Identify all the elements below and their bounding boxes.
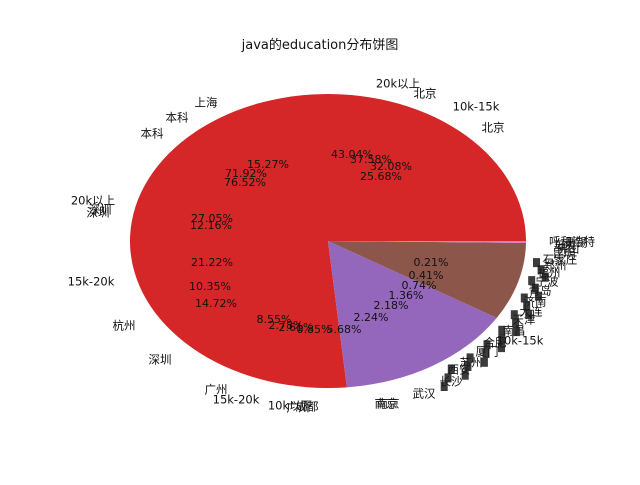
slice-percent-label: 76.52%: [224, 176, 266, 189]
slice-percent-label: 14.72%: [195, 297, 237, 310]
overlapping-label-glyph: [510, 310, 518, 320]
overlapping-label-glyph: [520, 293, 528, 303]
slice-label: 郑州: [544, 259, 567, 273]
slice-label: 北京: [482, 121, 505, 135]
overlapping-label-glyph: [525, 309, 533, 319]
overlapping-label-glyph: [498, 334, 506, 344]
slice-label: 15k-20k: [68, 275, 115, 289]
overlapping-label-glyph: [512, 318, 520, 328]
slice-label: 广州: [205, 383, 228, 397]
slice-percent-label: 32.08%: [370, 160, 412, 173]
slice-label: 深圳: [149, 353, 172, 367]
slice-percent-label: 37.58%: [350, 153, 392, 166]
overlapping-label-glyph: [464, 362, 472, 371]
slice-percent-label: 0.41%: [409, 269, 444, 282]
slice-label: 10k以下: [268, 399, 312, 413]
pie-slice: [328, 241, 526, 243]
overlapping-label-glyph: [440, 382, 448, 391]
overlapping-label-glyph: [528, 276, 536, 286]
slice-percent-label: 0.85%: [297, 323, 332, 336]
overlapping-label-glyph: [537, 265, 545, 275]
slice-percent-label: 71.92%: [225, 167, 267, 180]
slice-label: 石家庄: [543, 253, 578, 267]
slice-label: 深圳: [87, 206, 110, 220]
overlapping-label-glyph: [523, 301, 531, 311]
slice-label: 杭州: [113, 319, 136, 333]
slice-percent-label: 2.24%: [354, 311, 389, 324]
slice-label: 呼和浩特: [549, 235, 595, 249]
overlapping-label-glyph: [480, 357, 488, 367]
slice-label: 成都: [296, 400, 319, 414]
slice-label: 深圳: [89, 203, 112, 217]
slice-label: 昆明: [553, 247, 576, 261]
overlapping-label-glyph: [461, 370, 469, 380]
small-slice-label-cluster: [440, 258, 549, 391]
slice-label: 广州: [287, 401, 310, 415]
chart-title: java的education分布饼图: [241, 38, 399, 53]
slice-percent-label: 2.61%: [279, 321, 314, 334]
overlapping-label-glyph: [482, 349, 490, 358]
slice-percent-label: 8.55%: [257, 313, 292, 326]
slice-label: 10k-15k: [453, 100, 500, 114]
pie-slice: [129, 93, 527, 388]
overlapping-label-glyph: [541, 272, 549, 282]
slice-label: 北京: [414, 87, 437, 101]
pie-slice: [328, 241, 526, 318]
slice-percent-label: 0.21%: [414, 256, 449, 269]
slice-percent-label: 21.22%: [191, 256, 233, 269]
slice-percent-label: 0.74%: [402, 279, 437, 292]
pie-slice: [328, 241, 497, 388]
slice-percent-label: 2.18%: [374, 299, 409, 312]
slice-label: 10k-15k: [497, 334, 544, 348]
slice-label: 20k以上: [376, 77, 420, 91]
slice-label: 20k以上: [71, 194, 115, 208]
overlapping-label-glyph: [531, 283, 539, 293]
slice-percent-label: 2.78%: [269, 319, 304, 332]
slice-label: 佛山: [557, 242, 580, 256]
slice-label: 无锡: [565, 236, 588, 250]
overlapping-label-glyph: [466, 353, 474, 363]
slice-label: 上海: [195, 96, 218, 110]
slice-label: 本科: [166, 111, 189, 125]
slice-label: 东莞: [554, 238, 577, 252]
slice-percent-label: 27.05%: [191, 212, 233, 225]
slice-percent-label: 5.68%: [327, 323, 362, 336]
overlapping-label-glyph: [498, 325, 506, 335]
slice-label: 本科: [141, 127, 164, 141]
overlapping-label-glyph: [447, 365, 455, 374]
slice-percent-label: 15.27%: [247, 158, 289, 171]
overlapping-label-glyph: [512, 327, 520, 337]
overlapping-label-glyph: [444, 373, 452, 383]
slice-label: 武汉: [413, 387, 436, 401]
overlapping-label-glyph: [534, 291, 542, 301]
slice-percent-label: 25.68%: [360, 170, 402, 183]
slice-label: 南京: [377, 397, 400, 411]
slice-percent-label: 12.16%: [190, 219, 232, 232]
slice-label: 南京: [375, 397, 398, 411]
slice-percent-label: 1.36%: [389, 289, 424, 302]
slice-label: 15k-20k: [213, 393, 260, 407]
overlapping-label-glyph: [533, 258, 540, 268]
overlapping-label-glyph: [498, 343, 505, 353]
slice-percent-label: 10.35%: [189, 280, 231, 293]
overlapping-label-glyph: [483, 340, 491, 350]
slice-percent-label: 43.04%: [331, 148, 373, 161]
